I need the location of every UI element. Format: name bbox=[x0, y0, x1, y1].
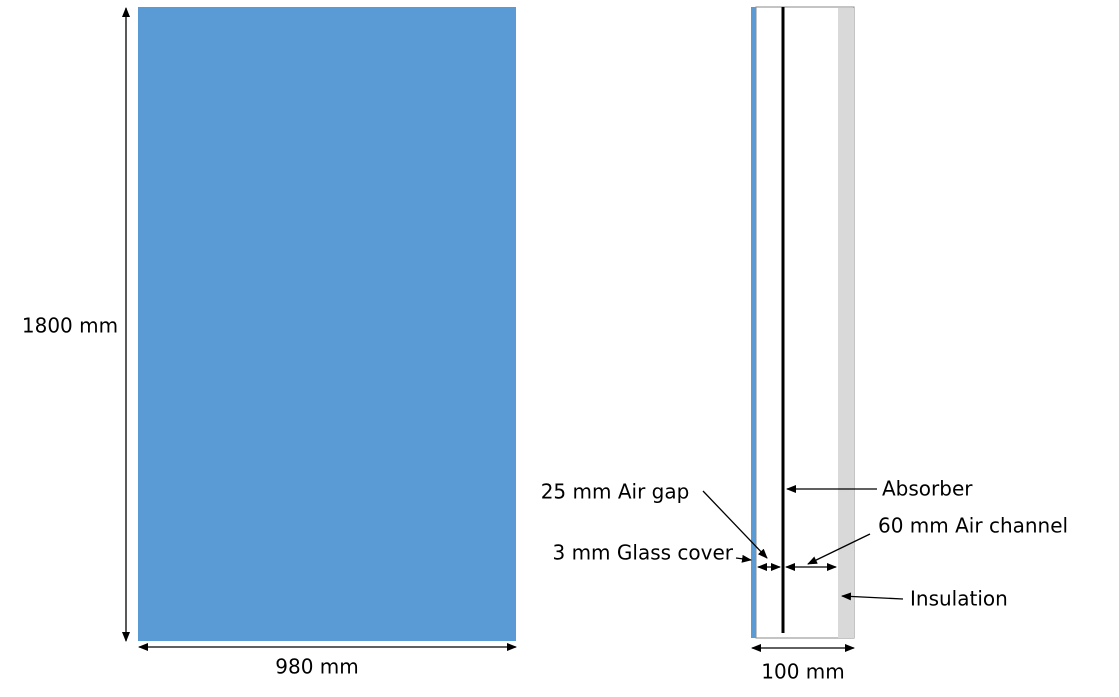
leader bbox=[702, 490, 768, 559]
height-label: 1800 mm bbox=[22, 314, 118, 338]
leader bbox=[735, 554, 752, 563]
air-channel-label: 60 mm Air channel bbox=[878, 514, 1068, 538]
insulation bbox=[838, 8, 854, 638]
front-panel bbox=[138, 7, 516, 641]
width-label: 980 mm bbox=[275, 655, 359, 679]
leader bbox=[807, 533, 871, 565]
glass-cover-label: 3 mm Glass cover bbox=[552, 541, 733, 565]
air-gap-label: 25 mm Air gap bbox=[541, 480, 690, 504]
depth-label: 100 mm bbox=[761, 660, 845, 684]
absorber-label: Absorber bbox=[882, 477, 973, 501]
leader bbox=[841, 592, 904, 601]
glass-cover bbox=[751, 7, 756, 638]
insulation-label: Insulation bbox=[910, 587, 1008, 611]
